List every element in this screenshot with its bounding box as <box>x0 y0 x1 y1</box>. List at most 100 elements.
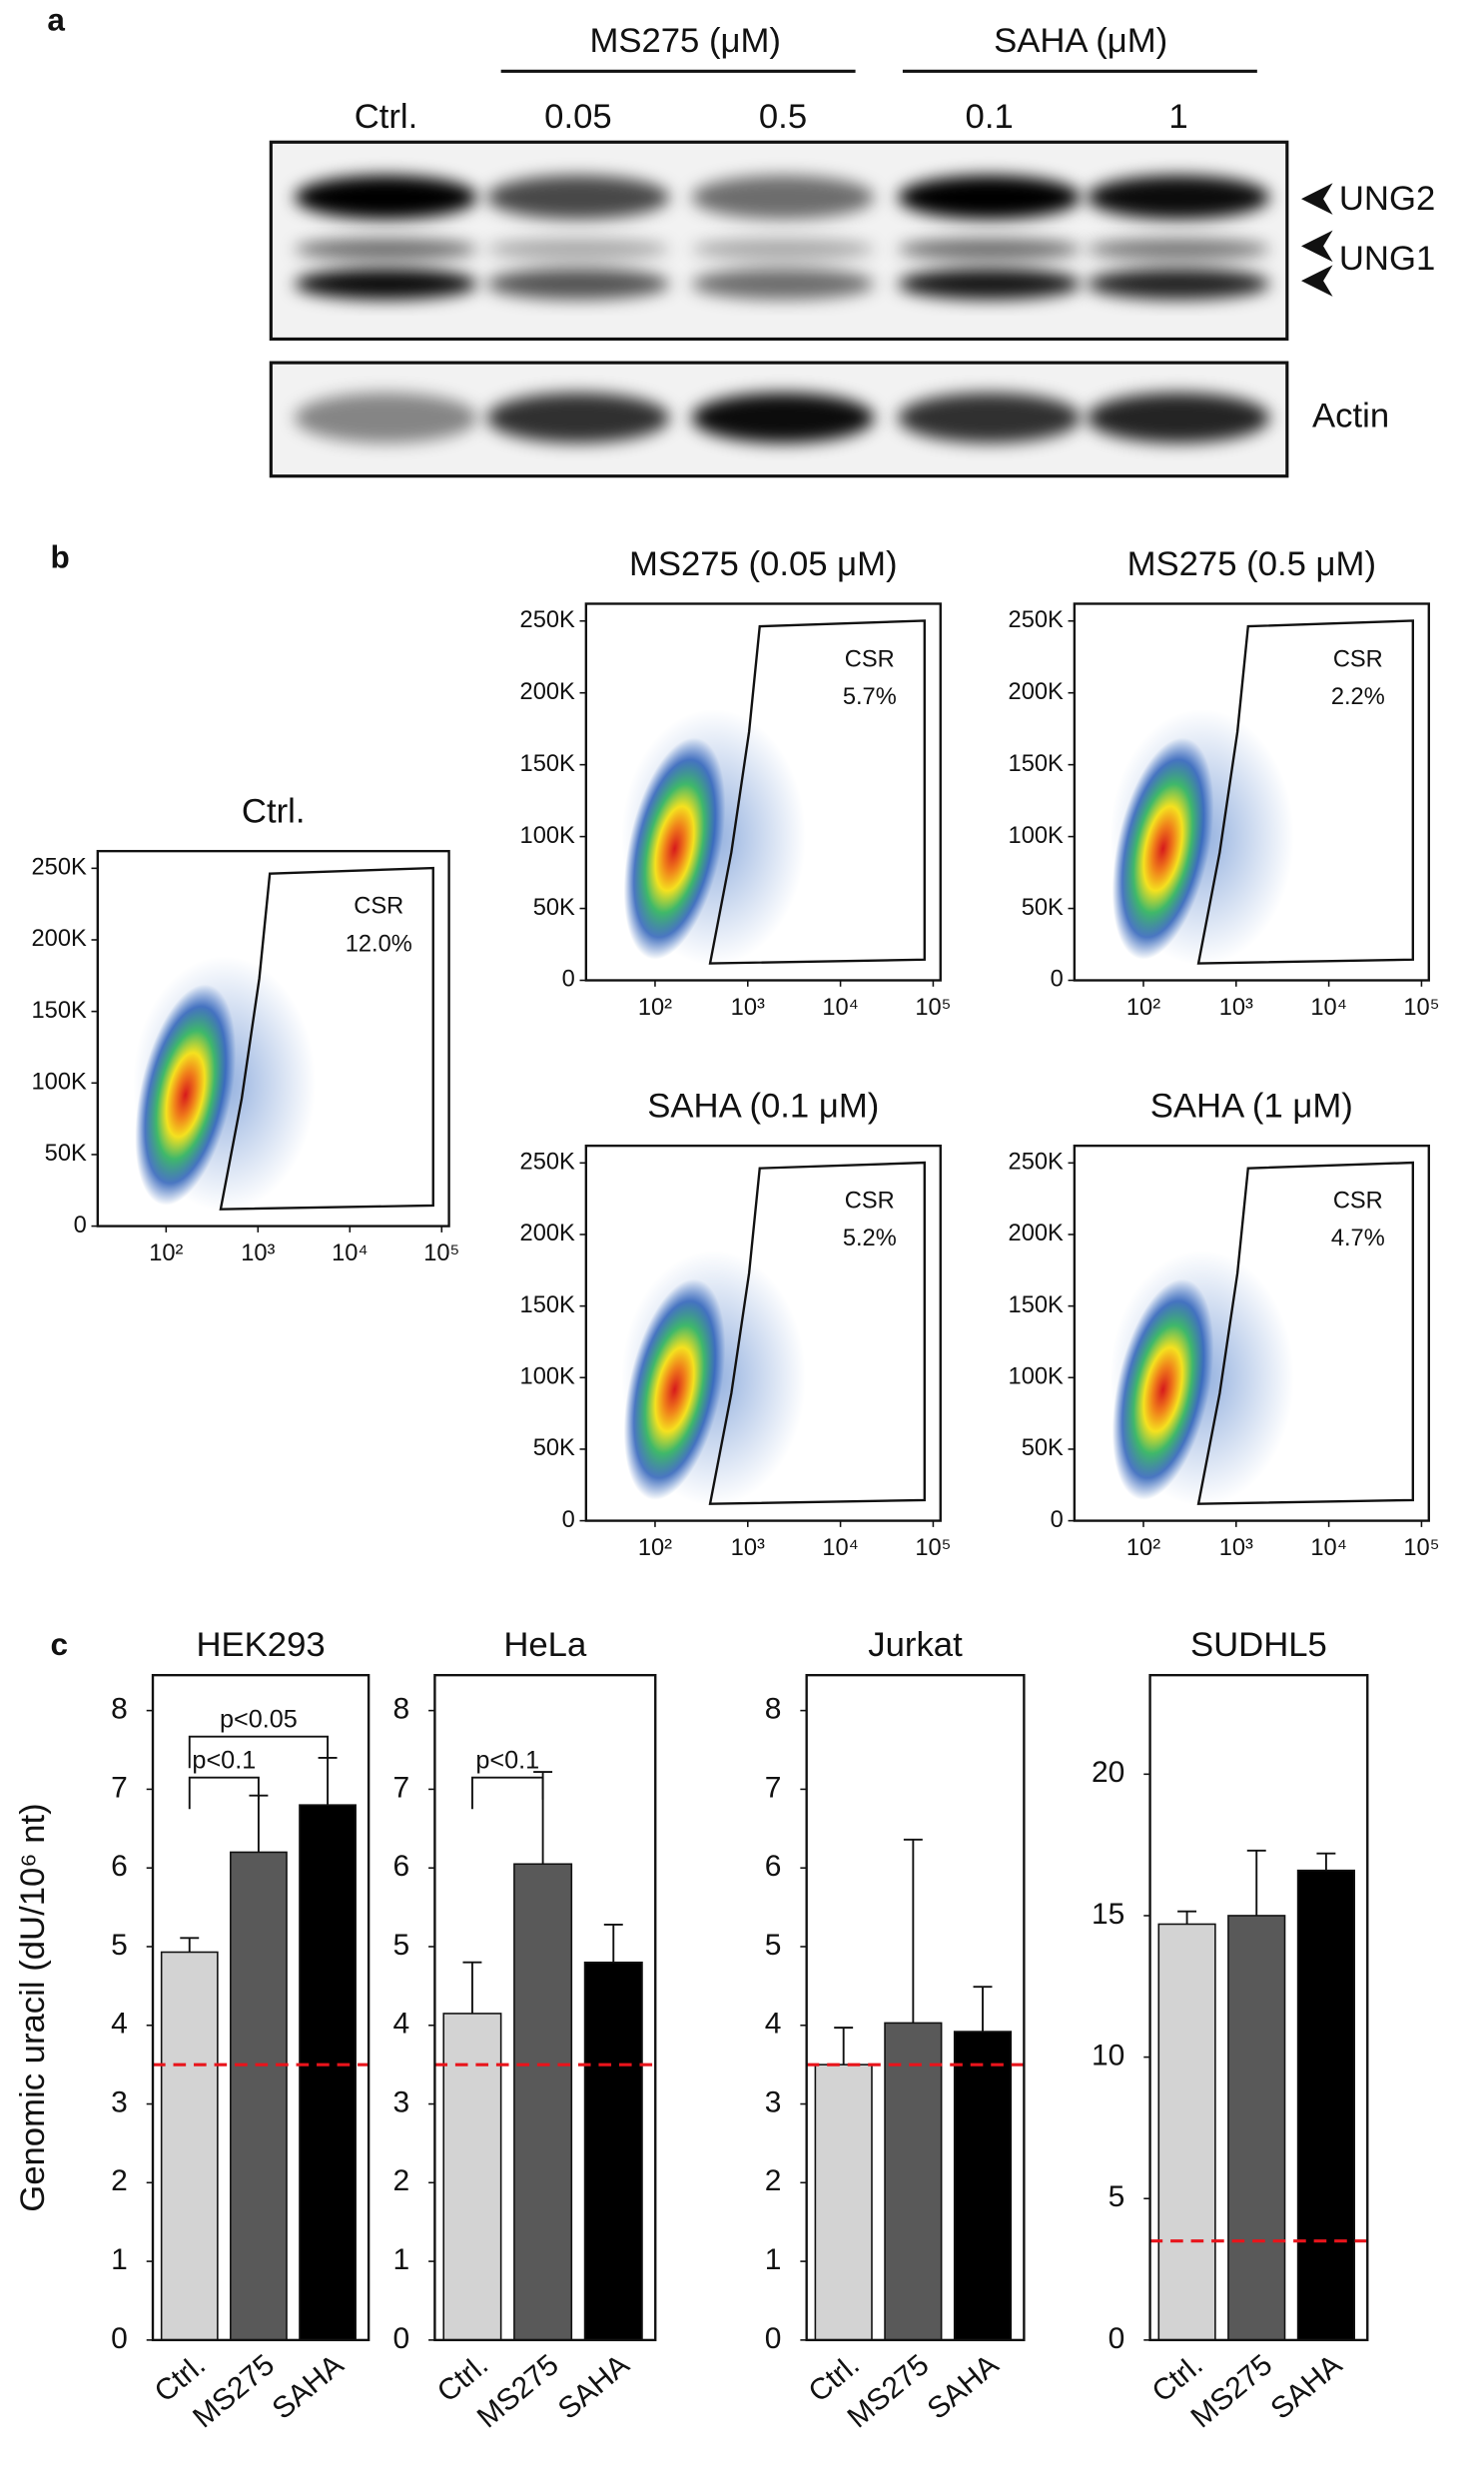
y-tick-label: 250K <box>32 855 87 881</box>
y-tick-label: 0 <box>1109 2322 1125 2355</box>
y-tick-label: 4 <box>765 2008 782 2041</box>
blot-image <box>271 142 1287 476</box>
y-tick-label: 100K <box>1009 823 1064 849</box>
band <box>294 268 477 301</box>
arrowhead <box>1301 230 1333 263</box>
x-tick-label: 10⁴ <box>1310 1535 1346 1561</box>
y-tick-label: 5 <box>765 1929 782 1962</box>
y-tick-label: 150K <box>32 998 87 1024</box>
plot-frame <box>1073 602 1430 982</box>
y-tick-label: 5 <box>392 1929 409 1962</box>
y-tick-label: 8 <box>111 1693 128 1726</box>
gate-label: CSR <box>354 894 403 920</box>
x-tick-label: 10² <box>638 1535 672 1561</box>
gate-label: CSR <box>1333 646 1383 672</box>
band <box>1087 268 1270 301</box>
y-tick-label: 20 <box>1092 1756 1124 1789</box>
gate-percent: 5.7% <box>843 684 897 710</box>
x-tick-label: 10⁴ <box>822 995 858 1021</box>
significance-label: p<0.05 <box>220 1706 298 1734</box>
plot-title: SAHA (1 μM) <box>1150 1087 1353 1125</box>
plot-frame <box>1073 1144 1430 1522</box>
blot-frame <box>269 140 1289 342</box>
band <box>1087 393 1270 443</box>
y-tick-label: 1 <box>765 2243 782 2276</box>
plot-frame <box>584 602 942 982</box>
band <box>898 268 1082 301</box>
plot-title: HEK293 <box>196 1626 325 1664</box>
x-tick-label: 10³ <box>1219 1535 1253 1561</box>
plot-title: Ctrl. <box>242 792 306 830</box>
x-tick-label: 10⁴ <box>332 1240 368 1266</box>
bar <box>884 2022 943 2341</box>
significance-bracket <box>188 1776 260 1810</box>
y-tick-label: 3 <box>392 2085 409 2118</box>
gate <box>1196 1161 1414 1505</box>
plot-frame <box>151 1673 371 2342</box>
significance-bracket <box>188 1735 330 1769</box>
gate-label: CSR <box>845 1189 895 1215</box>
y-tick-label: 100K <box>32 1070 87 1096</box>
y-tick-label: 200K <box>520 679 575 705</box>
band <box>898 393 1082 443</box>
band <box>294 393 477 443</box>
bar <box>160 1951 219 2341</box>
x-tick-label: 10³ <box>731 995 765 1021</box>
y-tick-label: 200K <box>1009 1221 1064 1246</box>
x-tick-label: SAHA <box>1264 2348 1348 2426</box>
gate-percent: 4.7% <box>1331 1226 1385 1251</box>
y-tick-label: 0 <box>392 2322 409 2355</box>
y-tick-label: 6 <box>392 1850 409 1883</box>
y-tick-label: 50K <box>45 1141 87 1167</box>
y-tick-label: 0 <box>1051 967 1064 993</box>
y-tick-label: 2 <box>392 2164 409 2197</box>
plot-title: MS275 (0.5 μM) <box>1127 545 1376 583</box>
y-tick-label: 2 <box>111 2164 128 2197</box>
x-tick-label: 10⁵ <box>1403 1535 1439 1561</box>
y-tick-label: 7 <box>765 1771 782 1804</box>
arrowhead <box>1301 183 1333 215</box>
y-tick-label: 50K <box>533 895 575 921</box>
y-tick-label: 4 <box>111 2008 128 2041</box>
gate-label: CSR <box>845 646 895 672</box>
y-tick-label: 250K <box>1009 607 1064 633</box>
y-tick-label: 5 <box>111 1929 128 1962</box>
y-tick-label: 3 <box>765 2085 782 2118</box>
y-tick-label: 50K <box>1022 1435 1064 1461</box>
group-label: MS275 (μM) <box>589 22 781 60</box>
x-tick-label: 10² <box>1126 1535 1160 1561</box>
significance-bracket <box>470 1776 544 1810</box>
density-cloud <box>1112 737 1214 960</box>
y-tick-label: 150K <box>1009 1292 1064 1318</box>
y-tick-label: 250K <box>520 1150 575 1176</box>
y-axis-label: Genomic uracil (dU/10⁶ nt) <box>14 1803 52 2211</box>
bar <box>299 1804 357 2341</box>
bar <box>814 2064 873 2341</box>
significance-label: p<0.1 <box>192 1747 256 1775</box>
plot-title: Jurkat <box>868 1626 963 1664</box>
lane-label: Ctrl. <box>355 98 418 136</box>
x-tick-label: SAHA <box>552 2348 636 2426</box>
gate <box>708 1161 926 1505</box>
x-tick-label: 10² <box>149 1240 183 1266</box>
x-tick-label: 10³ <box>241 1240 275 1266</box>
band <box>486 175 670 220</box>
lane-label: 0.05 <box>544 98 612 136</box>
plot-title: SAHA (0.1 μM) <box>647 1087 879 1125</box>
plot-frame <box>433 1673 657 2342</box>
bar <box>442 2013 502 2341</box>
density-cloud <box>623 737 726 960</box>
x-tick-label: 10³ <box>1219 995 1253 1021</box>
gate-percent: 12.0% <box>346 931 412 957</box>
y-tick-label: 50K <box>1022 895 1064 921</box>
plot-title: SUDHL5 <box>1190 1626 1327 1664</box>
y-tick-label: 200K <box>1009 679 1064 705</box>
bar <box>583 1961 643 2341</box>
bar <box>1157 1923 1216 2341</box>
density-cloud <box>135 984 237 1206</box>
y-tick-label: 6 <box>111 1850 128 1883</box>
gate <box>708 619 926 965</box>
plot-title: HeLa <box>503 1626 587 1664</box>
plot-frame <box>1148 1673 1369 2342</box>
